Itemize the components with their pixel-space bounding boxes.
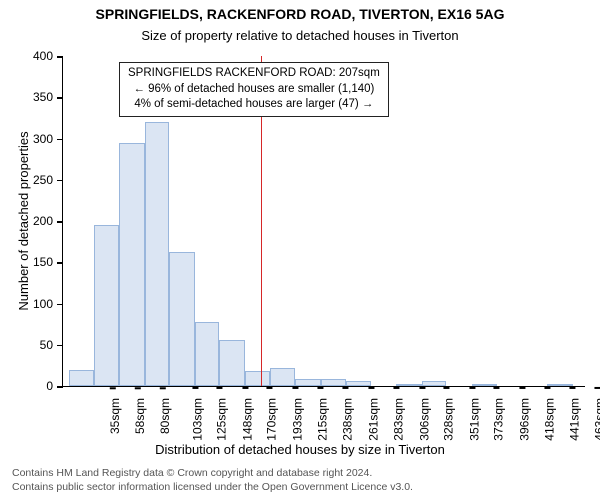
x-tick: 170sqm	[265, 388, 279, 441]
histogram-bar	[346, 381, 372, 386]
footer-line-2: Contains public sector information licen…	[12, 480, 413, 494]
chart-title-main: SPRINGFIELDS, RACKENFORD ROAD, TIVERTON,…	[0, 6, 600, 22]
chart-title-sub: Size of property relative to detached ho…	[0, 28, 600, 43]
x-tick: 351sqm	[468, 388, 482, 441]
x-tick: 418sqm	[542, 388, 556, 441]
x-tick: 306sqm	[417, 388, 431, 441]
x-tick: 261sqm	[367, 388, 381, 441]
x-tick: 148sqm	[241, 388, 255, 441]
x-tick: 238sqm	[341, 388, 355, 441]
y-tick: 150	[33, 255, 63, 269]
y-tick: 100	[33, 297, 63, 311]
y-tick: 400	[33, 49, 63, 63]
footer-attribution: Contains HM Land Registry data © Crown c…	[12, 466, 413, 494]
annotation-box: SPRINGFIELDS RACKENFORD ROAD: 207sqm← 96…	[119, 62, 389, 117]
y-tick: 0	[46, 379, 63, 393]
histogram-bar	[145, 122, 170, 386]
x-tick: 103sqm	[190, 388, 204, 441]
histogram-bar	[119, 143, 145, 386]
histogram-bar	[422, 381, 447, 386]
y-tick: 250	[33, 173, 63, 187]
x-tick: 396sqm	[518, 388, 532, 441]
x-tick: 35sqm	[108, 388, 122, 434]
histogram-bar	[219, 340, 245, 386]
x-tick: 215sqm	[315, 388, 329, 441]
histogram-bar	[195, 322, 220, 386]
histogram-bar	[547, 384, 573, 386]
y-tick: 200	[33, 214, 63, 228]
annotation-line: 4% of semi-detached houses are larger (4…	[128, 97, 380, 113]
histogram-bar	[295, 379, 321, 386]
histogram-bar	[169, 252, 195, 386]
x-tick: 125sqm	[215, 388, 229, 441]
histogram-bar	[472, 384, 497, 386]
histogram-bar	[270, 368, 296, 386]
plot-area: 05010015020025030035040035sqm58sqm80sqm1…	[62, 56, 585, 387]
x-tick: 441sqm	[568, 388, 582, 441]
histogram-bar	[245, 371, 270, 386]
y-tick: 300	[33, 132, 63, 146]
footer-line-1: Contains HM Land Registry data © Crown c…	[12, 466, 413, 480]
chart-container: SPRINGFIELDS, RACKENFORD ROAD, TIVERTON,…	[0, 0, 600, 500]
x-tick: 373sqm	[492, 388, 506, 441]
x-tick: 193sqm	[291, 388, 305, 441]
y-tick: 350	[33, 90, 63, 104]
annotation-line: SPRINGFIELDS RACKENFORD ROAD: 207sqm	[128, 66, 380, 82]
y-axis-label: Number of detached properties	[16, 56, 31, 386]
x-tick: 58sqm	[133, 388, 147, 434]
histogram-bar	[94, 225, 119, 386]
y-tick: 50	[40, 338, 63, 352]
histogram-bar	[69, 370, 95, 387]
x-tick: 283sqm	[391, 388, 405, 441]
x-tick: 328sqm	[442, 388, 456, 441]
x-tick: 80sqm	[158, 388, 172, 434]
x-axis-label: Distribution of detached houses by size …	[0, 442, 600, 457]
histogram-bar	[321, 379, 346, 386]
annotation-line: ← 96% of detached houses are smaller (1,…	[128, 82, 380, 98]
x-tick: 463sqm	[593, 388, 600, 441]
histogram-bar	[396, 384, 422, 386]
